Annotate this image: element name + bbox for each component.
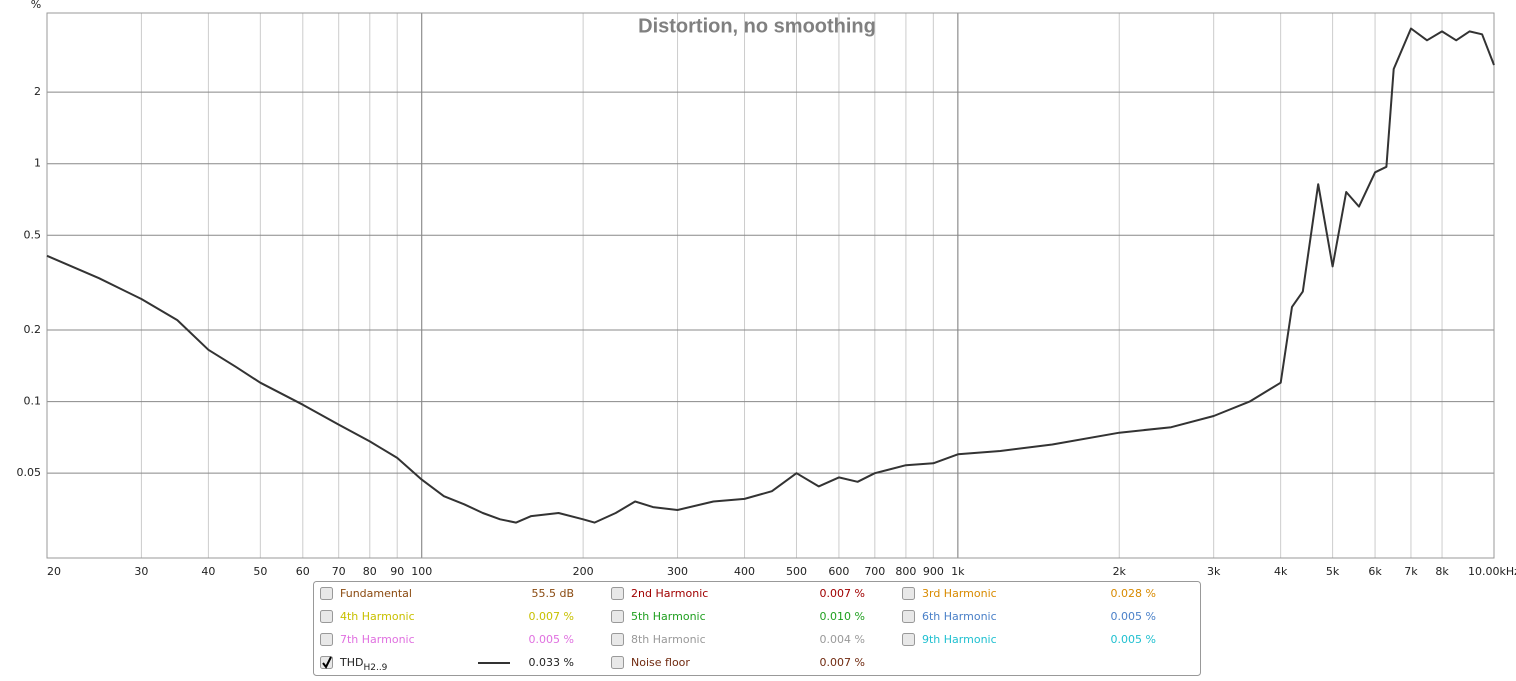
y-tick-label: 1: [34, 157, 41, 170]
legend-name: 2nd Harmonic: [631, 587, 708, 600]
legend-reading: 0.005 %: [1111, 633, 1156, 646]
legend-box: [313, 581, 1201, 676]
x-tick-label: 90: [390, 565, 404, 578]
x-tick-label: 700: [864, 565, 885, 578]
checkbox-box: [611, 656, 624, 669]
x-tick-label: 8k: [1435, 565, 1449, 578]
legend-reading: 0.005 %: [529, 633, 574, 646]
legend-checkbox[interactable]: [320, 656, 333, 669]
legend-name: Fundamental: [340, 587, 412, 600]
legend-checkbox[interactable]: [320, 610, 333, 623]
x-tick-label: 900: [923, 565, 944, 578]
x-tick-label: 4k: [1274, 565, 1288, 578]
legend-name: 8th Harmonic: [631, 633, 706, 646]
checkbox-box: [902, 610, 915, 623]
x-tick-label: 300: [667, 565, 688, 578]
legend-name: Noise floor: [631, 656, 690, 669]
legend-reading: 0.005 %: [1111, 610, 1156, 623]
legend-name: 6th Harmonic: [922, 610, 997, 623]
legend-checkbox[interactable]: [611, 656, 624, 669]
legend-name: THDH2..9: [339, 656, 388, 673]
series-subscript: H2..9: [363, 663, 387, 673]
legend-reading: 0.004 %: [820, 633, 865, 646]
legend-checkbox[interactable]: [902, 610, 915, 623]
legend-checkbox[interactable]: [902, 587, 915, 600]
checkbox-box: [320, 610, 333, 623]
x-tick-label: 6k: [1368, 565, 1382, 578]
x-tick-label: 40: [201, 565, 215, 578]
y-tick-label: 0.05: [17, 466, 42, 479]
x-tick-label: 400: [734, 565, 755, 578]
checkbox-box: [611, 587, 624, 600]
y-unit: %: [31, 0, 41, 11]
x-tick-label: 10.00kHz: [1468, 565, 1516, 578]
x-tick-label: 1k: [951, 565, 965, 578]
legend-reading: 0.028 %: [1111, 587, 1156, 600]
checkmark: [322, 656, 332, 669]
x-tick-label: 2k: [1113, 565, 1127, 578]
legend-checkbox[interactable]: [320, 587, 333, 600]
thd-line: [46, 27, 1495, 524]
checkbox-box: [902, 633, 915, 646]
x-tick-label: 500: [786, 565, 807, 578]
legend-reading: 0.007 %: [820, 587, 865, 600]
legend-name: 4th Harmonic: [340, 610, 415, 623]
legend-reading: 0.010 %: [820, 610, 865, 623]
legend-reading: 0.007 %: [820, 656, 865, 669]
x-tick-label: 20: [47, 565, 61, 578]
x-tick-label: 5k: [1326, 565, 1340, 578]
legend-checkbox[interactable]: [902, 633, 915, 646]
legend-name: 7th Harmonic: [340, 633, 415, 646]
y-tick-label: 0.5: [24, 228, 42, 241]
x-tick-label: 100: [411, 565, 432, 578]
legend-checkbox[interactable]: [611, 587, 624, 600]
x-tick-label: 600: [828, 565, 849, 578]
y-tick-label: 2: [34, 85, 41, 98]
legend-reading: 55.5 dB: [531, 587, 574, 600]
checkbox-box: [611, 633, 624, 646]
series-name: THD: [339, 656, 363, 669]
y-tick-label: 0.2: [24, 323, 42, 336]
checkbox-box: [320, 633, 333, 646]
x-tick-label: 3k: [1207, 565, 1221, 578]
legend-reading: 0.033 %: [529, 656, 574, 669]
checkbox-box: [902, 587, 915, 600]
x-tick-label: 80: [363, 565, 377, 578]
checkbox-box: [320, 587, 333, 600]
x-tick-label: 30: [134, 565, 148, 578]
x-tick-label: 7k: [1404, 565, 1418, 578]
legend-name: 3rd Harmonic: [922, 587, 997, 600]
legend-checkbox[interactable]: [611, 610, 624, 623]
legend-reading: 0.007 %: [529, 610, 574, 623]
chart-title: Distortion, no smoothing: [638, 15, 876, 37]
legend-name: 5th Harmonic: [631, 610, 706, 623]
x-tick-label: 50: [253, 565, 267, 578]
x-tick-label: 60: [296, 565, 310, 578]
legend-checkbox[interactable]: [320, 633, 333, 646]
checkbox-box: [611, 610, 624, 623]
plot-area: [46, 12, 1495, 559]
x-tick-label: 70: [332, 565, 346, 578]
x-tick-label: 200: [573, 565, 594, 578]
legend-name: 9th Harmonic: [922, 633, 997, 646]
x-tick-label: 800: [895, 565, 916, 578]
y-tick-label: 0.1: [24, 395, 42, 408]
legend-checkbox[interactable]: [611, 633, 624, 646]
